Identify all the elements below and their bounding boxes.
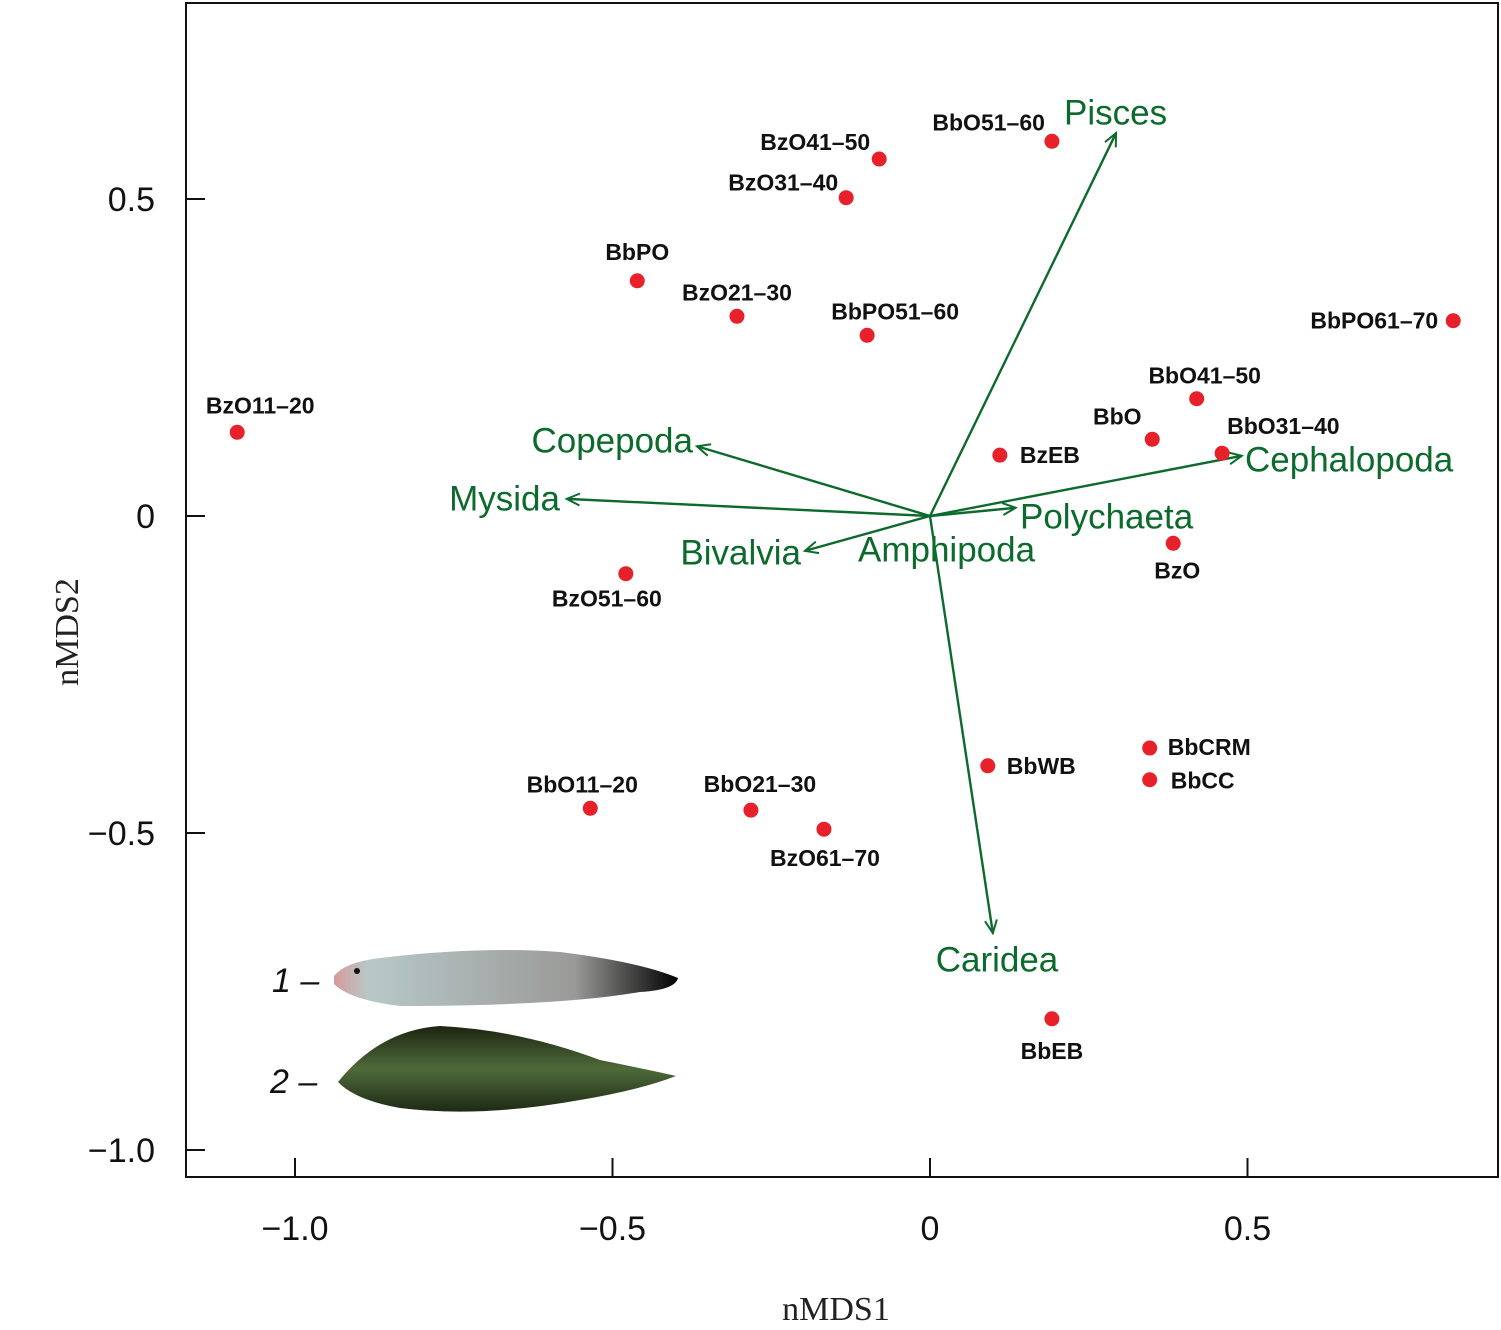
data-point <box>1144 431 1160 447</box>
data-point <box>1214 445 1230 461</box>
vector-label: Polychaeta <box>1020 498 1194 537</box>
point-label: BzO11–20 <box>206 392 315 418</box>
vector-label: Bivalvia <box>680 534 801 573</box>
data-point <box>618 566 634 582</box>
data-point <box>1142 740 1158 756</box>
vector-arrow-caridea <box>928 515 993 933</box>
data-point <box>729 308 745 324</box>
vector-label: Mysida <box>449 480 560 519</box>
data-point <box>980 758 996 774</box>
vector-arrow-cephalopoda <box>929 456 1242 518</box>
vector-label: Cephalopoda <box>1245 441 1454 480</box>
data-point <box>1189 391 1205 407</box>
point-label: BzO41–50 <box>760 129 870 155</box>
vector-arrow-bivalvia <box>805 514 931 551</box>
y-tick-label: 0.5 <box>108 181 155 219</box>
vector-label: Copepoda <box>531 422 693 461</box>
x-tick-label: −1.0 <box>261 1210 328 1248</box>
point-label: BbO51–60 <box>932 109 1045 135</box>
data-point <box>229 424 245 440</box>
point-label: BzEB <box>1020 442 1080 468</box>
data-point <box>743 802 759 818</box>
data-point <box>838 190 854 206</box>
y-tick-label: 0 <box>136 498 155 536</box>
point-label: BbPO61–70 <box>1310 308 1438 334</box>
data-point <box>1044 133 1060 149</box>
x-tick-label: −0.5 <box>579 1210 646 1248</box>
flatfish-image <box>338 1026 676 1112</box>
data-point <box>1142 772 1158 788</box>
x-tick-label: 0 <box>921 1210 940 1248</box>
point-label: BbO31–40 <box>1227 413 1340 439</box>
vector-arrow-mysida <box>567 499 931 518</box>
data-point <box>629 273 645 289</box>
data-point <box>859 327 875 343</box>
point-label: BbPO <box>605 239 669 265</box>
point-label: BbCRM <box>1168 734 1251 760</box>
point-label: BzO <box>1154 557 1200 583</box>
fish-eye <box>354 968 360 974</box>
point-label: BzO31–40 <box>728 170 838 196</box>
point-label: BzO21–30 <box>682 279 792 305</box>
point-label: BbO11–20 <box>527 771 638 797</box>
y-tick-label: −1.0 <box>88 1132 155 1170</box>
vector-arrow-copepoda <box>697 446 931 518</box>
data-point <box>582 800 598 816</box>
species-legend: 1 – 2 – <box>269 950 678 1112</box>
point-label: BbPO51–60 <box>831 298 959 324</box>
vector-arrow-polychaeta <box>929 508 1016 518</box>
vector-label: Amphipoda <box>858 531 1036 570</box>
legend-label-2: 2 – <box>269 1063 318 1101</box>
data-point <box>871 151 887 167</box>
point-label: BbO41–50 <box>1148 363 1261 389</box>
point-label: BbEB <box>1021 1038 1084 1064</box>
x-axis-title: nMDS1 <box>782 1291 890 1328</box>
y-tick-label: −0.5 <box>88 815 155 853</box>
y-axis-title: nMDS2 <box>49 578 86 686</box>
legend-label-1: 1 – <box>272 962 320 1000</box>
x-tick-label: 0.5 <box>1224 1210 1271 1248</box>
eelpout-fish-image <box>334 950 678 1006</box>
point-label: BbCC <box>1171 768 1235 794</box>
data-point <box>992 447 1008 463</box>
point-label: BbWB <box>1007 753 1076 779</box>
vector-arrow-pisces <box>928 133 1118 517</box>
point-label: BbO21–30 <box>704 771 817 797</box>
plot-frame <box>185 2 1499 1178</box>
point-label: BbO <box>1093 403 1142 429</box>
point-label: BzO51–60 <box>552 586 662 612</box>
vector-label: Pisces <box>1064 94 1167 133</box>
vector-label: Caridea <box>936 941 1059 980</box>
data-point <box>816 821 832 837</box>
data-point <box>1445 313 1461 329</box>
data-point <box>1165 535 1181 551</box>
point-label: BzO61–70 <box>770 845 880 871</box>
data-point <box>1044 1011 1060 1027</box>
